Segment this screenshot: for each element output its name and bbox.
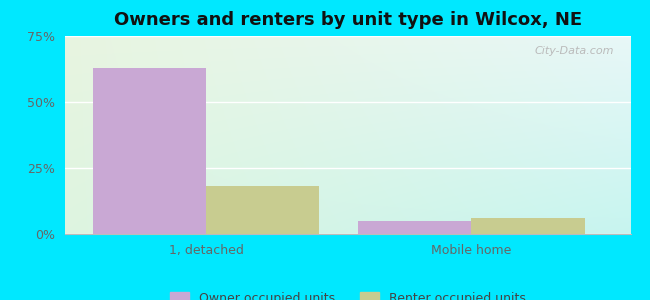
Legend: Owner occupied units, Renter occupied units: Owner occupied units, Renter occupied un…	[164, 285, 532, 300]
Bar	[358, 221, 471, 234]
Text: City-Data.com: City-Data.com	[534, 46, 614, 56]
Title: Owners and renters by unit type in Wilcox, NE: Owners and renters by unit type in Wilco…	[114, 11, 582, 29]
Bar	[471, 218, 584, 234]
Bar	[207, 187, 320, 234]
Bar	[94, 68, 207, 234]
